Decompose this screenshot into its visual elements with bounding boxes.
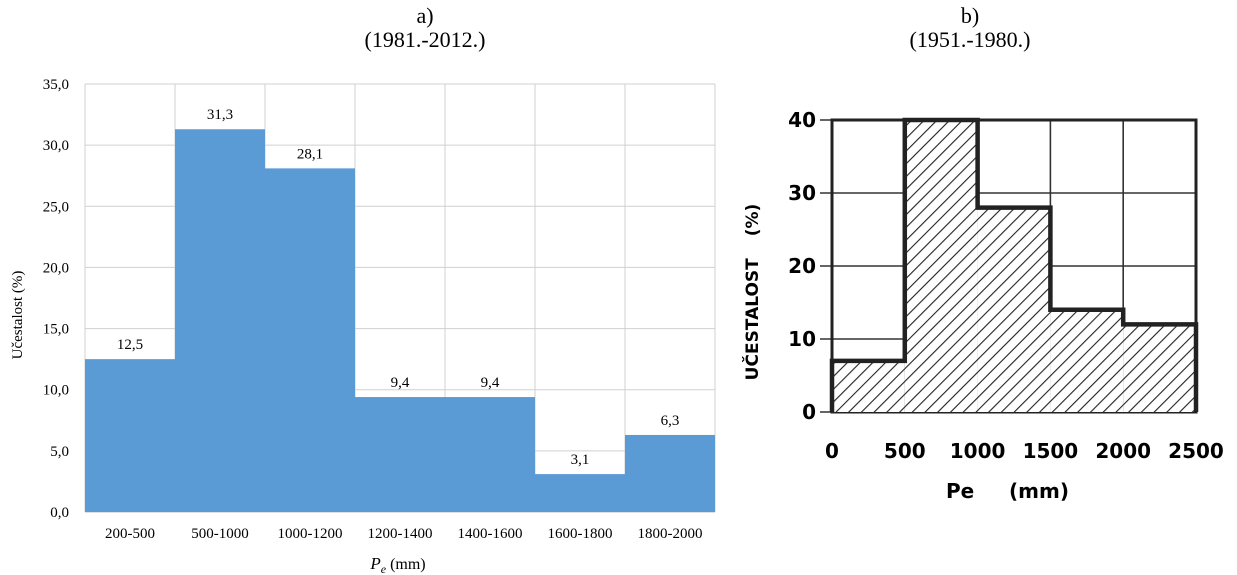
chart-a-x-tick-label: 1000-1200 <box>278 526 343 542</box>
chart-b-grid <box>820 118 1198 414</box>
chart-a-value-label: 3,1 <box>571 452 590 468</box>
chart-b-panel-label: b) <box>960 3 980 28</box>
chart-a-bars <box>85 129 715 512</box>
chart-b-x-tick-label: 2500 <box>1168 439 1224 463</box>
chart-a-x-tick-label: 1200-1400 <box>368 526 433 542</box>
chart-b-y-axis-label-unit: (%) <box>743 204 763 237</box>
chart-a-value-label: 12,5 <box>117 337 143 353</box>
chart-b-bar <box>904 120 978 412</box>
chart-b-y-ticks: 0 10 20 30 40 <box>788 108 816 424</box>
chart-a-value-label: 31,3 <box>207 107 233 123</box>
chart-b-y-tick-label: 0 <box>802 400 816 424</box>
chart-b-y-tick-label: 20 <box>788 254 816 278</box>
chart-b-bar <box>1050 309 1124 412</box>
chart-a-x-tick-label: 200-500 <box>105 526 155 542</box>
chart-a-x-ticks: 200-500 500-1000 1000-1200 1200-1400 1400-16… <box>105 526 703 542</box>
chart-a-x-axis-label: Pe (mm) <box>369 554 425 575</box>
chart-a-bar <box>535 474 625 512</box>
chart-a-bar <box>355 397 445 512</box>
chart-b-frame <box>830 118 1198 414</box>
chart-a-x-axis-label-sub: e <box>381 562 387 575</box>
chart-b-x-tick-label: 0 <box>825 439 839 463</box>
chart-a-y-axis-label: Učestalost (%) <box>10 271 26 360</box>
chart-a-x-axis-label-main: P <box>369 554 380 573</box>
chart-a-bar <box>625 434 715 512</box>
chart-a-y-tick-label: 0,0 <box>50 505 69 521</box>
chart-b-title: b) (1951.-1980.) <box>730 4 1210 52</box>
chart-b-period: (1951.-1980.) <box>909 27 1031 52</box>
chart-b-y-axis-label-main: UČESTALOST <box>741 258 763 380</box>
chart-a-x-tick-label: 1800-2000 <box>638 526 703 542</box>
chart-a-period: (1981.-2012.) <box>364 27 486 52</box>
chart-a-y-tick-label: 25,0 <box>43 199 69 215</box>
chart-a-y-tick-label: 15,0 <box>43 322 69 338</box>
chart-a-x-tick-label: 1400-1600 <box>458 526 523 542</box>
chart-a-x-axis-label-unit: (mm) <box>386 556 426 573</box>
chart-a-y-tick-label: 20,0 <box>43 260 69 276</box>
chart-a-y-tick-label: 5,0 <box>50 444 69 460</box>
chart-b-bar <box>832 360 905 412</box>
chart-a-bar <box>85 359 175 512</box>
chart-a-y-tick-label: 10,0 <box>43 383 69 399</box>
chart-b-bars <box>829 117 1199 412</box>
chart-b-bar <box>1123 324 1196 412</box>
chart-a-value-label: 6,3 <box>661 413 680 429</box>
chart-a-value-label: 28,1 <box>297 146 323 162</box>
chart-b-x-axis-label: Pe (mm) <box>946 479 1069 503</box>
chart-b-y-tick-label: 10 <box>788 327 816 351</box>
chart-a-y-tick-label: 30,0 <box>43 138 69 154</box>
chart-a-title: a) (1981.-2012.) <box>145 4 705 52</box>
chart-a-panel-label: a) <box>416 3 434 28</box>
chart-a-value-labels: 12,5 31,3 28,1 9,4 9,4 3,1 6,3 <box>117 107 680 468</box>
chart-b-y-axis-label: UČESTALOST (%) <box>741 204 763 381</box>
chart-a-value-label: 9,4 <box>391 375 410 391</box>
chart-a-x-tick-label: 1600-1800 <box>548 526 613 542</box>
chart-a-y-tick-label: 35,0 <box>43 77 69 93</box>
chart-b-bar <box>977 207 1051 412</box>
chart-a-x-tick-label: 500-1000 <box>191 526 249 542</box>
chart-b-x-tick-label: 2000 <box>1095 439 1151 463</box>
chart-b-x-tick-label: 1500 <box>1023 439 1079 463</box>
chart-b-y-tick-label: 30 <box>788 181 816 205</box>
chart-b-x-ticks: 0 500 1000 1500 2000 2500 <box>825 439 1224 463</box>
chart-a-bar <box>265 168 355 512</box>
chart-a-value-label: 9,4 <box>481 375 500 391</box>
chart-a-bar <box>445 397 535 512</box>
chart-b-y-tick-label: 40 <box>788 108 816 132</box>
chart-b-outline <box>829 117 1199 412</box>
chart-a-y-ticks: 0,0 5,0 10,0 15,0 20,0 25,0 30,0 35,0 <box>43 77 69 521</box>
chart-a: 12,5 31,3 28,1 9,4 9,4 3,1 6,3 0,0 5,0 10,0 15,0 2… <box>10 77 716 575</box>
chart-a-bar <box>175 129 265 512</box>
chart-b-x-tick-label: 500 <box>884 439 926 463</box>
chart-b-x-tick-label: 1000 <box>950 439 1006 463</box>
